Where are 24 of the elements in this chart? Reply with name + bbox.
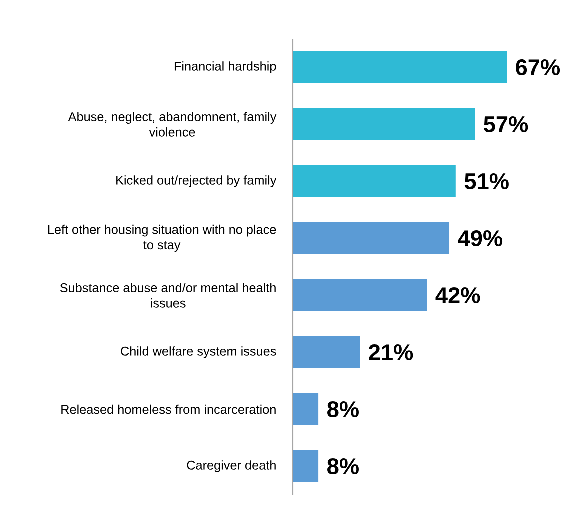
data-label: 42% <box>436 287 480 304</box>
y-tick-label: Kicked out/rejected by family <box>116 176 277 188</box>
data-label: 67% <box>516 59 560 76</box>
y-tick-label: Left other housing situation with no place to stay <box>48 224 276 252</box>
bar <box>293 336 360 369</box>
bar <box>293 450 319 483</box>
y-tick-label: Released homeless from incarceration <box>62 404 276 414</box>
data-label: 49% <box>458 230 503 247</box>
y-tick-label: Substance abuse and/or mental health issues <box>60 283 276 308</box>
y-tick-label: Child welfare system issues <box>121 346 276 358</box>
data-label: 51% <box>464 174 509 190</box>
y-tick-label: Abuse, neglect, abandomnent, family violence <box>68 112 277 137</box>
bar <box>293 166 456 198</box>
data-label: 8% <box>328 401 359 418</box>
bar <box>293 280 428 312</box>
data-label: 21% <box>369 344 414 360</box>
bar <box>293 394 319 426</box>
y-tick-label: Caregiver death <box>187 460 276 472</box>
bar <box>293 222 450 255</box>
y-tick-label: Financial hardship <box>174 62 276 74</box>
bar <box>293 108 476 141</box>
data-label: 57% <box>484 116 528 133</box>
bar <box>293 52 508 84</box>
data-label: 8% <box>328 458 359 475</box>
